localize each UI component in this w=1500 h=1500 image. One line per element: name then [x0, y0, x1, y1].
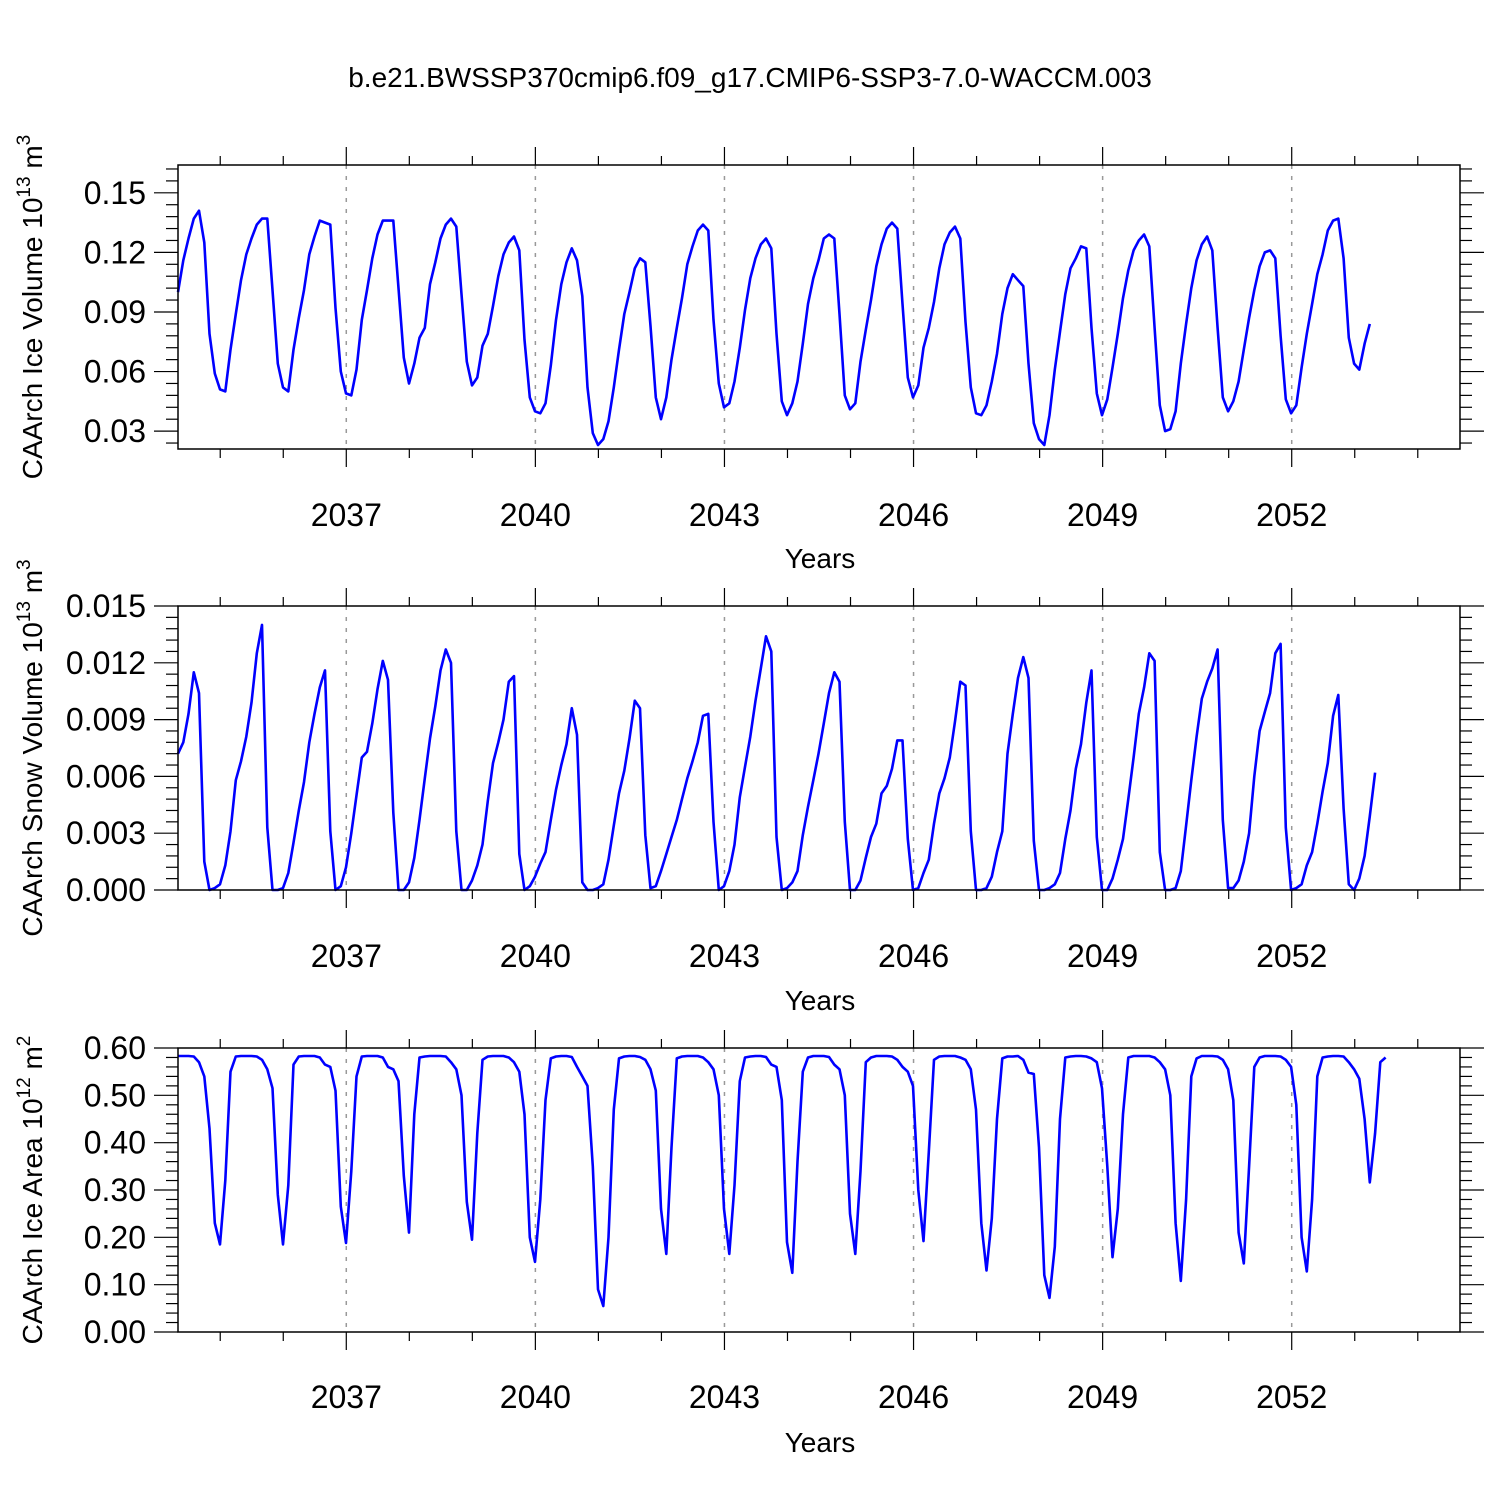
y-tick-label: 0.10 — [84, 1267, 146, 1303]
y-axis-unit-exponent: 13 — [14, 601, 35, 622]
y-tick-label: 0.003 — [66, 815, 146, 851]
x-tick-label: 2046 — [878, 938, 949, 974]
y-tick-label: 0.012 — [66, 645, 146, 681]
y-tick-label: 0.000 — [66, 872, 146, 908]
x-tick-label: 2040 — [500, 938, 571, 974]
x-tick-label: 2052 — [1256, 1379, 1327, 1415]
y-axis-unit-name: m — [17, 145, 48, 176]
y-tick-label: 0.06 — [84, 354, 146, 390]
x-tick-label: 2037 — [311, 497, 382, 533]
x-tick-label: 2049 — [1067, 497, 1138, 533]
y-tick-label: 0.30 — [84, 1172, 146, 1208]
series-line — [176, 623, 1377, 892]
x-tick-label: 2052 — [1256, 497, 1327, 533]
y-tick-label: 0.15 — [84, 175, 146, 211]
y-tick-label: 0.03 — [84, 413, 146, 449]
y-tick-label: 0.009 — [66, 702, 146, 738]
plot-frame — [177, 1047, 1461, 1333]
y-tick-label: 0.20 — [84, 1219, 146, 1255]
y-axis-unit-name: m — [17, 570, 48, 601]
x-tick-label: 2040 — [500, 497, 571, 533]
y-axis-unit-name: m — [17, 1046, 48, 1077]
y-tick-label: 0.40 — [84, 1125, 146, 1161]
y-axis-title: CAArch Ice Area 1012 m2 — [14, 1036, 48, 1345]
y-axis-unit-exponent: 12 — [14, 1077, 35, 1098]
plot-frame — [177, 605, 1461, 891]
x-axis-title: Years — [785, 985, 856, 1016]
x-tick-label: 2046 — [878, 497, 949, 533]
chart-panel-3: 0.00 0.10 0.20 0.30 0.40 0.50 0.60 2037 2040 2043… — [14, 1030, 1484, 1458]
x-axis-title: Years — [785, 543, 856, 574]
chart-title: b.e21.BWSSP370cmip6.f09_g17.CMIP6-SSP3-7… — [348, 62, 1152, 93]
x-tick-label: 2037 — [311, 1379, 382, 1415]
y-tick-label: 0.60 — [84, 1030, 146, 1066]
y-tick-label: 0.015 — [66, 588, 146, 624]
x-tick-label: 2040 — [500, 1379, 571, 1415]
y-tick-label: 0.006 — [66, 758, 146, 794]
x-tick-label: 2043 — [689, 938, 760, 974]
y-tick-label: 0.09 — [84, 294, 146, 330]
x-tick-label: 2049 — [1067, 938, 1138, 974]
series-line — [178, 1054, 1387, 1308]
chart-panel-1: 0.03 0.06 0.09 0.12 0.15 2037 2040 2043 2046 2049… — [14, 135, 1484, 574]
y-axis-label-text: CAArch Ice Volume 10 — [17, 198, 48, 480]
y-axis-unit-power: 3 — [14, 559, 35, 570]
y-tick-label: 0.00 — [84, 1314, 146, 1350]
x-tick-label: 2043 — [689, 1379, 760, 1415]
series-line — [176, 209, 1372, 447]
y-axis-title: CAArch Snow Volume 1013 m3 — [14, 559, 48, 936]
y-axis-unit-power: 2 — [14, 1036, 35, 1047]
y-axis-title: CAArch Ice Volume 1013 m3 — [14, 135, 48, 480]
x-tick-label: 2037 — [311, 938, 382, 974]
x-axis-title: Years — [785, 1427, 856, 1458]
x-tick-label: 2046 — [878, 1379, 949, 1415]
y-axis-unit-exponent: 13 — [14, 176, 35, 197]
x-tick-label: 2049 — [1067, 1379, 1138, 1415]
y-axis-unit-power: 3 — [14, 135, 35, 146]
y-tick-label: 0.12 — [84, 234, 146, 270]
x-tick-label: 2043 — [689, 497, 760, 533]
y-tick-label: 0.50 — [84, 1077, 146, 1113]
y-axis-label-text: CAArch Snow Volume 10 — [17, 622, 48, 936]
chart-panel-2: 0.000 0.003 0.006 0.009 0.012 0.015 2037 2040 20… — [14, 559, 1484, 1016]
y-axis-label-text: CAArch Ice Area 10 — [17, 1098, 48, 1344]
x-tick-label: 2052 — [1256, 938, 1327, 974]
plot-frame — [177, 164, 1461, 450]
